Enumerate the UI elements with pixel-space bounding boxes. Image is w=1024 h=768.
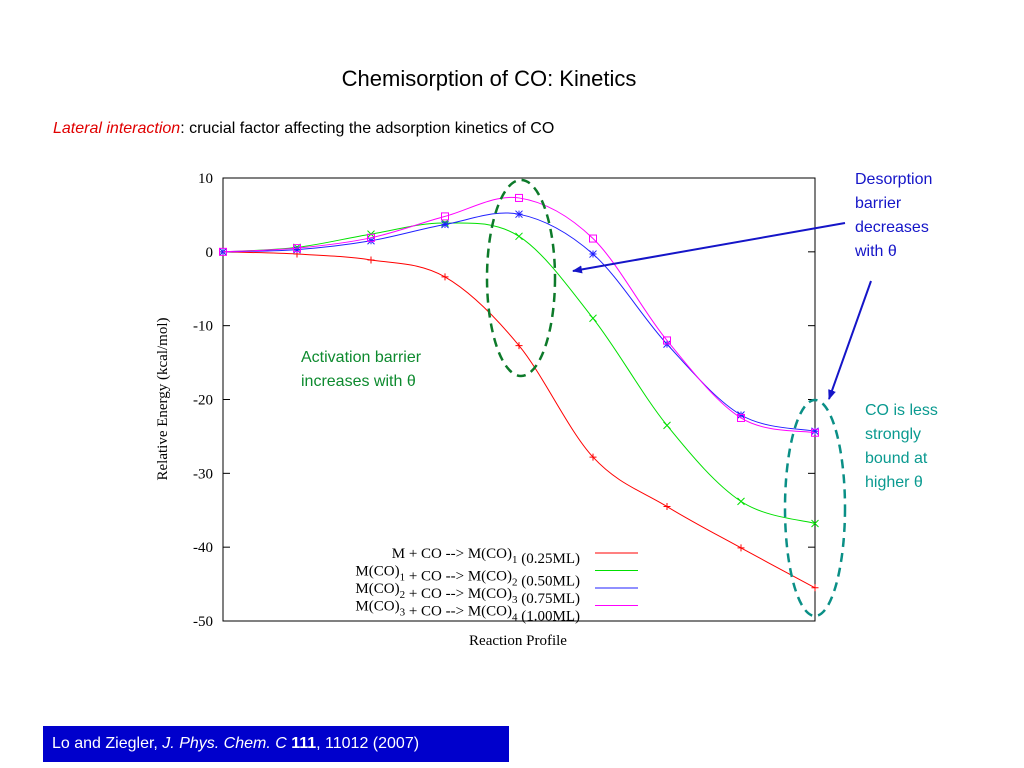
y-axis-label: Relative Energy (kcal/mol) bbox=[155, 317, 171, 480]
data-point-series-4 bbox=[293, 244, 301, 253]
legend-text: (0.50ML) bbox=[518, 574, 581, 590]
data-point-series-4 bbox=[441, 212, 449, 221]
bound-annotation: CO is less strongly bound at higher θ bbox=[865, 399, 938, 495]
series-line-1 bbox=[222, 251, 816, 589]
desorption-line-3: decreases bbox=[855, 219, 929, 236]
series-line-4 bbox=[222, 196, 816, 434]
desorption-line-1: Desorption bbox=[855, 171, 933, 188]
data-point-series-3 bbox=[441, 220, 449, 229]
data-point-series-1 bbox=[589, 453, 597, 461]
data-point-series-4 bbox=[367, 233, 375, 242]
desorption-arrow bbox=[572, 222, 846, 274]
legend-text: + CO --> M(CO) bbox=[405, 586, 512, 602]
data-point-series-4 bbox=[811, 428, 819, 437]
citation-journal: J. Phys. Chem. C bbox=[162, 735, 287, 752]
data-point-series-1 bbox=[367, 256, 375, 264]
desorption-line-4: with θ bbox=[855, 243, 897, 260]
legend-subscript: 1 bbox=[400, 572, 406, 584]
legend-text: M(CO) bbox=[355, 564, 399, 580]
data-point-series-2 bbox=[515, 232, 523, 241]
bound-ellipse bbox=[783, 398, 847, 618]
data-point-series-3 bbox=[367, 236, 375, 245]
data-point-series-1 bbox=[441, 273, 449, 281]
citation-pages: , 11012 (2007) bbox=[316, 735, 420, 752]
data-point-series-3 bbox=[293, 245, 301, 254]
page-title: Chemisorption of CO: Kinetics bbox=[341, 66, 637, 91]
activation-annotation: Activation barrier increases with θ bbox=[301, 346, 421, 394]
bound-line-1: CO is less bbox=[865, 402, 938, 419]
series-line-3 bbox=[222, 212, 816, 432]
legend-subscript: 2 bbox=[400, 589, 406, 601]
citation-volume: 111 bbox=[286, 735, 317, 752]
legend-text: + CO --> M(CO) bbox=[405, 604, 512, 620]
legend-label-1: M + CO --> M(CO)1 (0.25ML) bbox=[392, 546, 580, 567]
activation-line-2: increases with θ bbox=[301, 373, 416, 390]
data-point-series-4 bbox=[219, 247, 227, 256]
bound-arrow bbox=[828, 280, 872, 400]
legend-label-4: M(CO)3 + CO --> M(CO)4 (1.00ML) bbox=[355, 599, 580, 625]
y-tick-label: -10 bbox=[193, 319, 213, 335]
subtitle: Lateral interaction: crucial factor affe… bbox=[53, 120, 554, 138]
data-point-series-3 bbox=[737, 411, 745, 419]
legend-text: M + CO --> M(CO) bbox=[392, 546, 512, 562]
desorption-annotation: Desorption barrier decreases with θ bbox=[855, 168, 932, 264]
activation-ellipse bbox=[485, 178, 557, 378]
data-point-series-2 bbox=[663, 421, 671, 430]
legend-subscript: 3 bbox=[400, 607, 406, 619]
data-point-series-4 bbox=[589, 234, 597, 243]
legend-label-3: M(CO)2 + CO --> M(CO)3 (0.75ML) bbox=[355, 581, 580, 607]
legend-subscript: 1 bbox=[512, 554, 518, 566]
legend-text: + CO --> M(CO) bbox=[405, 569, 512, 585]
data-point-series-3 bbox=[515, 210, 523, 219]
legend-label-2: M(CO)1 + CO --> M(CO)2 (0.50ML) bbox=[355, 564, 580, 590]
y-tick-label: -50 bbox=[193, 614, 213, 630]
desorption-line-2: barrier bbox=[855, 195, 902, 212]
data-point-series-2 bbox=[737, 497, 745, 506]
data-point-series-1 bbox=[515, 342, 523, 350]
legend-subscript: 3 bbox=[512, 594, 518, 606]
data-point-series-4 bbox=[737, 413, 745, 422]
data-point-series-4 bbox=[515, 193, 523, 202]
data-point-series-1 bbox=[663, 503, 671, 511]
bound-line-4: higher θ bbox=[865, 474, 923, 491]
activation-line-1: Activation barrier bbox=[301, 349, 422, 366]
subtitle-highlight: Lateral interaction bbox=[53, 120, 181, 137]
citation-authors: Lo and Ziegler, bbox=[52, 735, 163, 752]
data-point-series-2 bbox=[811, 519, 819, 528]
legend-text: (0.25ML) bbox=[518, 551, 581, 567]
data-point-series-1 bbox=[737, 544, 745, 552]
legend-text: (1.00ML) bbox=[518, 609, 581, 625]
subtitle-rest: : crucial factor affecting the adsorptio… bbox=[180, 120, 555, 137]
legend-text: M(CO) bbox=[355, 581, 399, 597]
series-line-2 bbox=[222, 222, 816, 525]
citation-bar: Lo and Ziegler, J. Phys. Chem. C 111, 11… bbox=[43, 726, 509, 762]
legend-text: (0.75ML) bbox=[518, 591, 581, 607]
data-point-series-3 bbox=[811, 427, 819, 436]
data-point-series-3 bbox=[589, 250, 597, 258]
legend-subscript: 4 bbox=[512, 612, 518, 624]
y-tick-label: -30 bbox=[193, 466, 213, 482]
y-tick-label: -20 bbox=[193, 393, 213, 409]
x-axis-label: Reaction Profile bbox=[469, 633, 567, 649]
plot-area: 10 0 -10 -20 -30 -40 -50 Relative Energy (kcal/… bbox=[155, 171, 872, 649]
legend-text: M(CO) bbox=[355, 599, 399, 615]
data-point-series-1 bbox=[811, 584, 819, 592]
data-point-series-2 bbox=[589, 314, 597, 323]
y-tick-label: 0 bbox=[206, 245, 214, 261]
bound-line-3: bound at bbox=[865, 450, 928, 467]
y-tick-label: -40 bbox=[193, 540, 213, 556]
legend-subscript: 2 bbox=[512, 577, 518, 589]
bound-line-2: strongly bbox=[865, 426, 922, 443]
data-point-series-4 bbox=[663, 336, 671, 345]
y-tick-label: 10 bbox=[198, 171, 213, 187]
